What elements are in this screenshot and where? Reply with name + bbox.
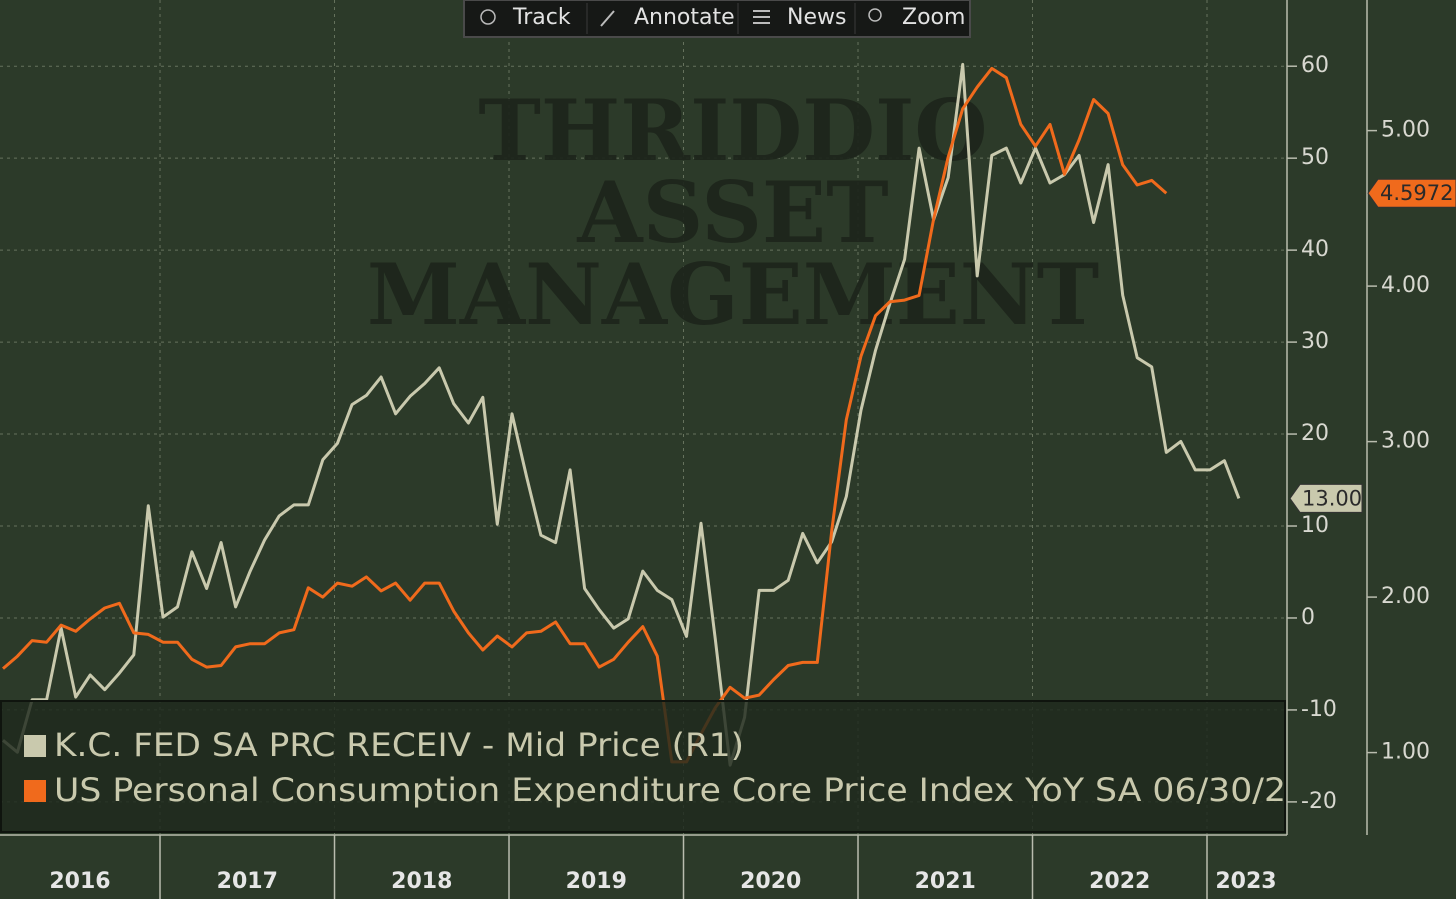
y-tick-label: 10 — [1301, 513, 1329, 538]
x-tick-label: 2021 — [915, 869, 976, 894]
x-tick-label: 2016 — [49, 869, 110, 894]
y-tick-label: 40 — [1301, 237, 1329, 262]
series-line — [2, 66, 1168, 764]
legend-label: US Personal Consumption Expenditure Core… — [54, 771, 1286, 809]
series-line — [2, 62, 1241, 767]
x-tick-label: 2022 — [1089, 869, 1150, 894]
grid — [0, 0, 1285, 835]
y2-tick-label: 5.00 — [1381, 118, 1430, 143]
y2-tick-label: 3.00 — [1381, 429, 1430, 454]
legend-box — [0, 700, 1286, 833]
last-value-label: 4.5972 — [1380, 181, 1453, 205]
annotate-label[interactable]: Annotate — [634, 5, 735, 30]
plot-lines — [2, 62, 1241, 767]
x-axis-band — [0, 834, 1456, 899]
last-value-tag — [1289, 483, 1363, 513]
watermark-line: THRIDDIO — [478, 81, 987, 180]
y-tick-label: -20 — [1301, 789, 1337, 814]
y-tick-label: 50 — [1301, 145, 1329, 170]
y-tick-label: 30 — [1301, 329, 1329, 354]
y-tick-label: 20 — [1301, 421, 1329, 446]
toolbar-box — [463, 0, 971, 38]
x-tick-label: 2020 — [740, 869, 801, 894]
news-label[interactable]: News — [787, 5, 846, 30]
zoom-label[interactable]: Zoom — [902, 5, 965, 30]
news-button[interactable]: News — [753, 5, 846, 30]
legend-label: K.C. FED SA PRC RECEIV - Mid Price (R1) — [54, 726, 744, 764]
watermark-line: MANAGEMENT — [367, 245, 1099, 344]
news-icon — [753, 10, 770, 24]
x-tick-label: 2019 — [566, 869, 627, 894]
legend-swatch — [24, 780, 46, 802]
x-tick-label: 2023 — [1215, 869, 1276, 894]
last-value-tag — [1367, 178, 1456, 208]
y-tick-label: 60 — [1301, 53, 1329, 78]
axes: -20 -10 0 10 20 30 40 50 60 1.00 2.00 3.00 4.00 5.00 2… — [49, 53, 1456, 899]
x-tick-label: 2017 — [217, 869, 278, 894]
y2-tick-label: 4.00 — [1381, 273, 1430, 298]
track-icon — [480, 9, 496, 25]
x-tick-label: 2018 — [391, 869, 452, 894]
y2-tick-label: 1.00 — [1381, 740, 1430, 765]
last-value-label: 13.00 — [1302, 486, 1362, 510]
zoom-icon — [868, 8, 882, 22]
track-button[interactable]: Track — [480, 5, 571, 30]
watermark-line: ASSET — [576, 163, 888, 262]
toolbar: Track Annotate News Zoom — [463, 0, 971, 38]
y-tick-label: -10 — [1301, 697, 1337, 722]
legend: K.C. FED SA PRC RECEIV - Mid Price (R1) U… — [0, 700, 1286, 833]
legend-swatch — [24, 735, 46, 757]
y2-tick-label: 2.00 — [1381, 584, 1430, 609]
track-label[interactable]: Track — [512, 5, 571, 30]
annotate-icon — [600, 10, 615, 27]
annotate-button[interactable]: Annotate — [600, 5, 735, 30]
zoom-button[interactable]: Zoom — [868, 5, 965, 30]
y-tick-label: 0 — [1301, 605, 1315, 630]
